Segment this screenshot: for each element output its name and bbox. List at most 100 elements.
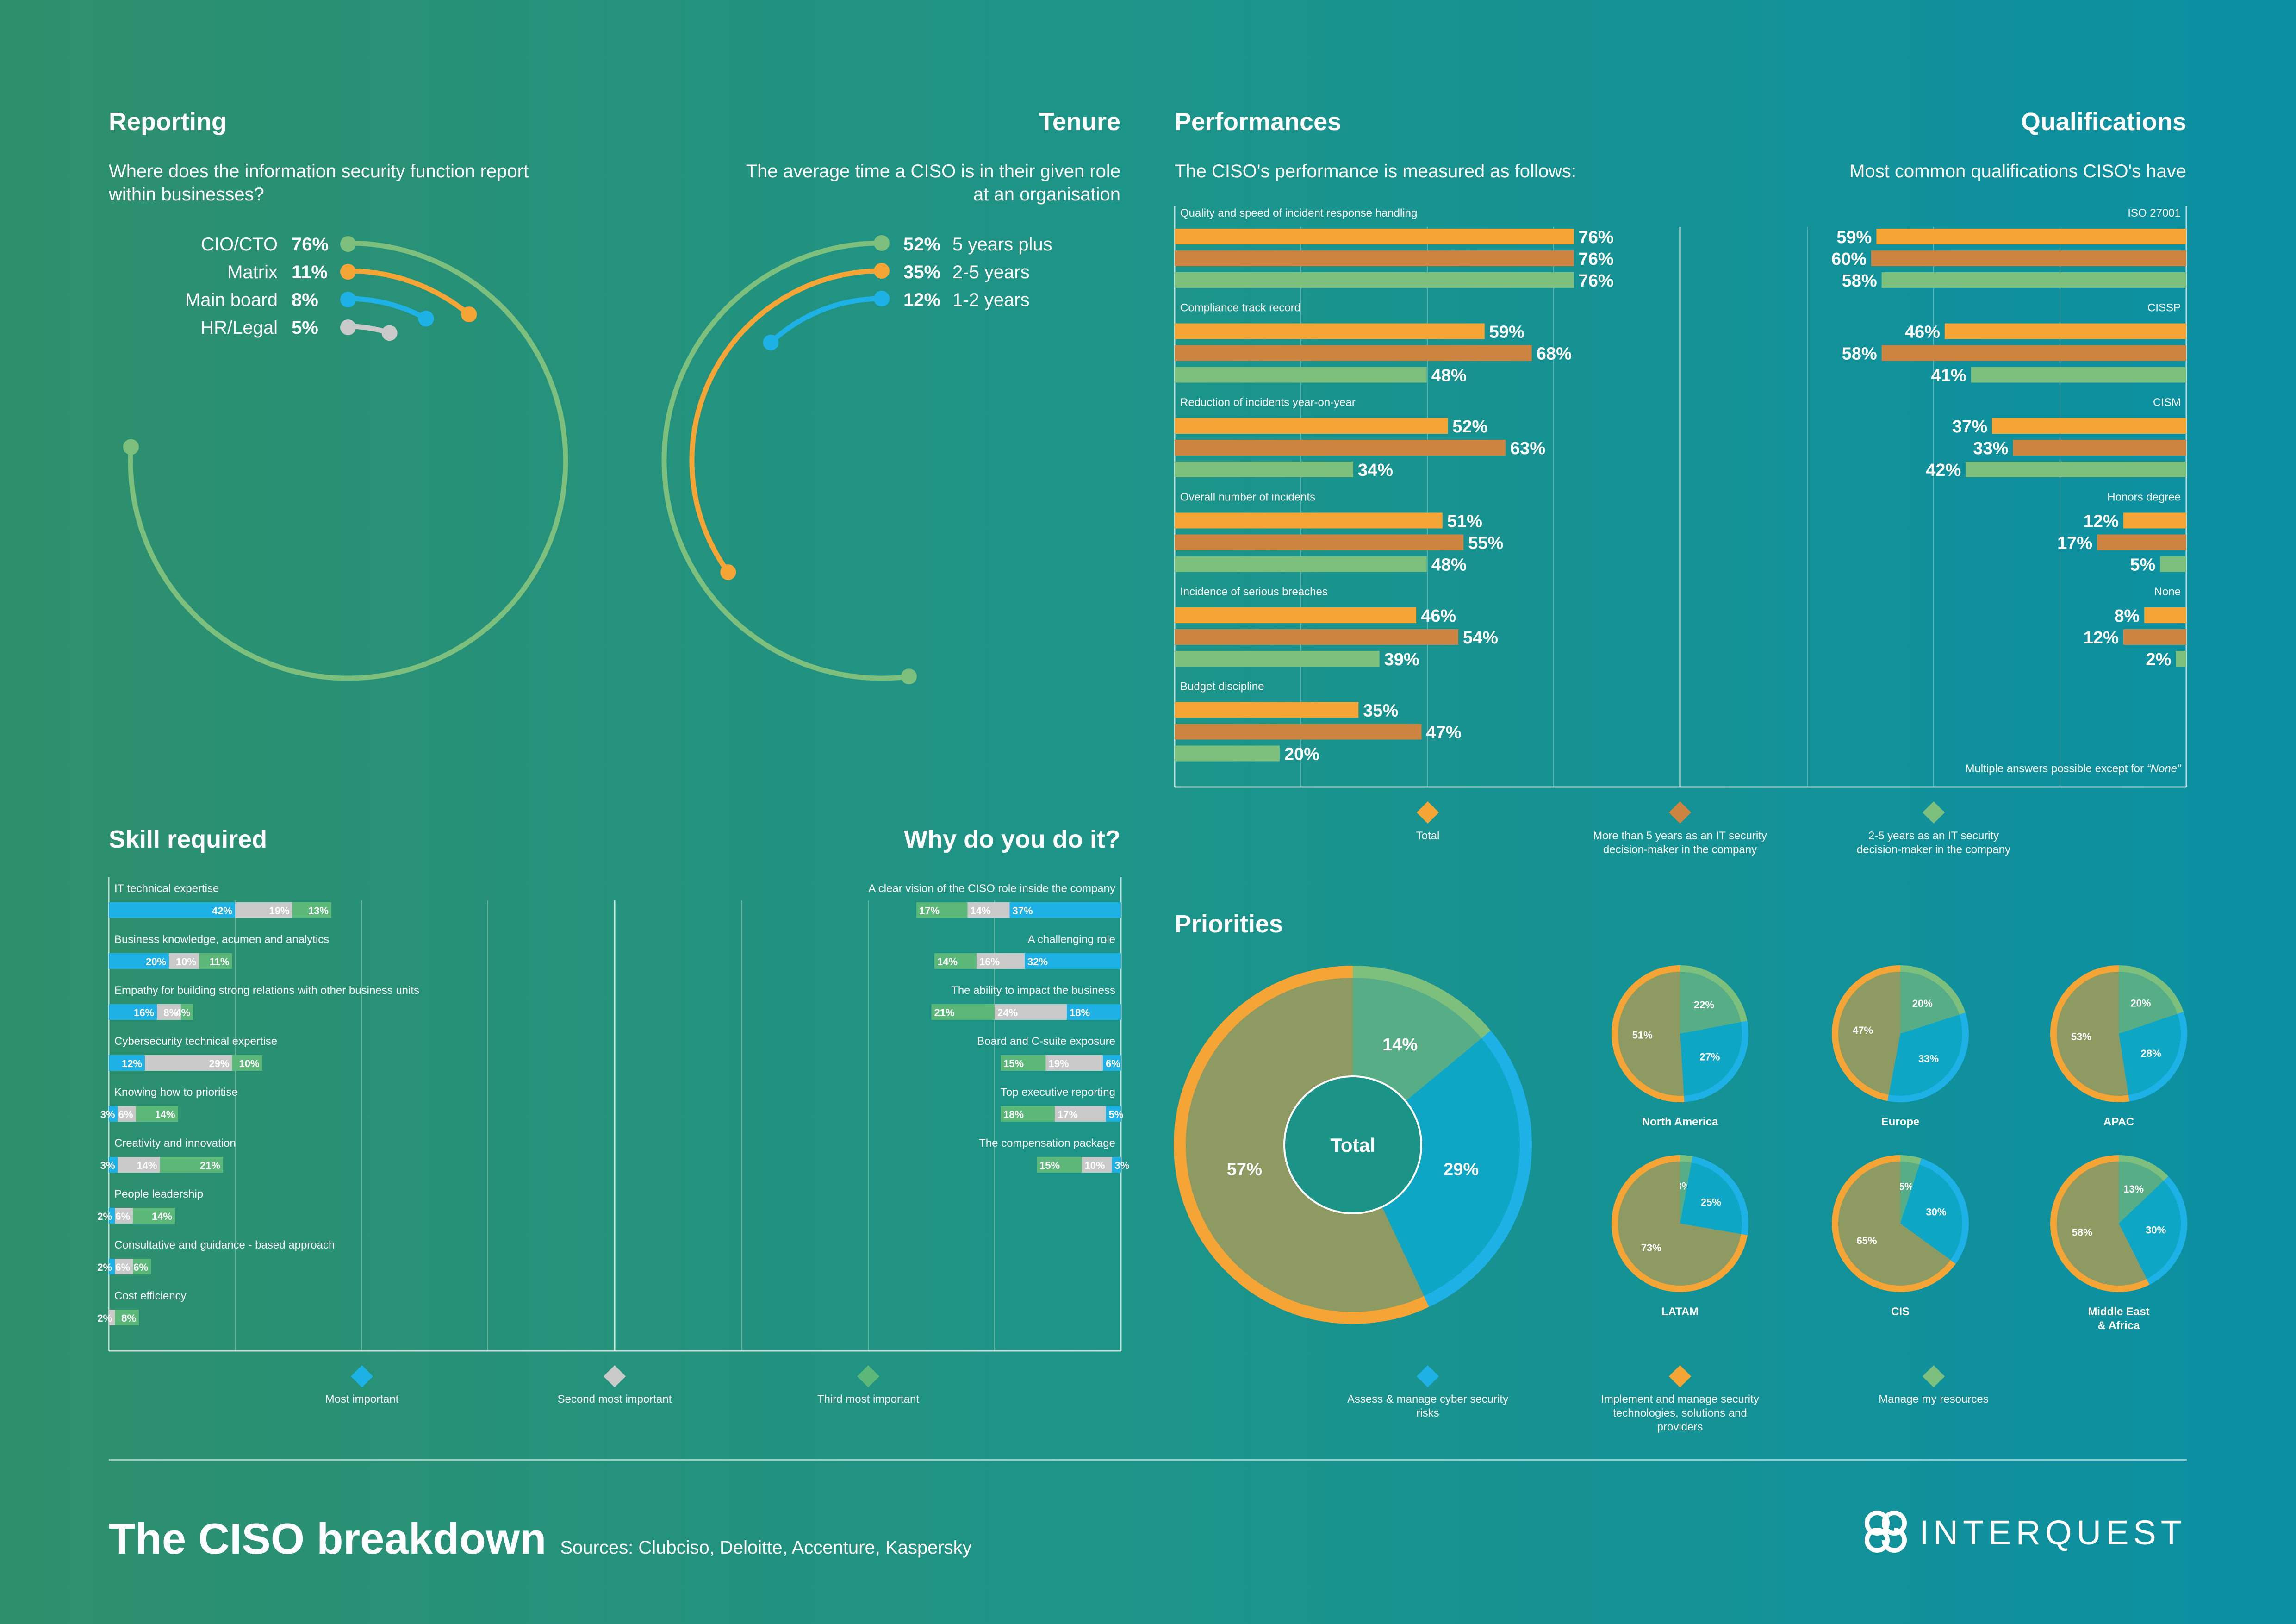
pie-slice	[2057, 972, 2128, 1096]
qual-category-label: Honors degree	[2107, 491, 2181, 504]
pie-region-label: Europe	[1881, 1116, 1920, 1128]
qualifications-subtitle: Most common qualifications CISO's have	[1849, 161, 2186, 181]
reporting-arc-start-dot	[340, 236, 356, 252]
why-bar-segment	[1045, 1055, 1103, 1071]
reporting-arc	[128, 240, 568, 681]
reporting-label: HR/Legal	[200, 318, 278, 338]
interquest-logo-icon	[1865, 1511, 1907, 1553]
skill-segment-value: 6%	[118, 1109, 133, 1120]
skill-segment-value: 12%	[122, 1058, 142, 1069]
priorities-legend-label: Manage my resources	[1879, 1393, 1988, 1405]
why-bar-segment	[995, 1004, 1067, 1020]
perf-legend-label: Total	[1416, 830, 1440, 842]
reporting-label: Main board	[185, 290, 278, 310]
perf-bar-value: 68%	[1537, 344, 1572, 364]
pie-slice-value: 27%	[1699, 1051, 1720, 1063]
qual-bar	[2123, 512, 2186, 529]
skill-bar-segment	[109, 953, 169, 969]
pie-slice	[1680, 1022, 1742, 1096]
pie-slice	[1618, 1162, 1742, 1286]
pie-slice-value: 47%	[1853, 1024, 1873, 1036]
why-segment-value: 5%	[1109, 1109, 1124, 1120]
qual-bar-value: 60%	[1831, 250, 1867, 269]
skill-category-label: Cost efficiency	[114, 1290, 187, 1302]
skill-segment-value: 14%	[152, 1211, 172, 1222]
reporting-arc-start-dot	[340, 292, 356, 307]
reporting-arc-end-dot	[418, 311, 434, 327]
perf-bar-value: 51%	[1447, 512, 1482, 531]
skill-bar-segment	[145, 1055, 232, 1071]
qualifications-title: Qualifications	[2021, 108, 2186, 136]
tenure-label: 5 years plus	[952, 234, 1052, 255]
sources-text: Sources: Clubciso, Deloitte, Accenture, …	[560, 1537, 972, 1558]
perf-bar-value: 48%	[1431, 556, 1467, 575]
perf-bar-value: 54%	[1463, 628, 1498, 648]
perf-bar-value: 20%	[1284, 745, 1319, 764]
priorities-legend-label-line: providers	[1657, 1421, 1703, 1433]
qual-bar-value: 58%	[1842, 344, 1877, 364]
priorities-legend-label-line: technologies, solutions and	[1613, 1407, 1747, 1419]
perf-bar-value: 55%	[1468, 534, 1503, 553]
skill-category-label: Business knowledge, acumen and analytics	[114, 933, 329, 946]
perf-bar	[1175, 418, 1448, 434]
skill-segment-value: 2%	[97, 1262, 112, 1273]
why-bar-segment	[1009, 902, 1121, 918]
perf-category-label: Incidence of serious breaches	[1180, 586, 1328, 598]
qual-bar	[2144, 607, 2186, 623]
perf-legend-label: 2-5 years as an IT security decision-make…	[1857, 830, 2010, 856]
why-category-label: The compensation package	[979, 1137, 1115, 1149]
tenure-arc	[661, 240, 912, 681]
perf-bar	[1175, 367, 1427, 383]
qual-bar	[2160, 556, 2186, 572]
perf-legend-label-line: More than 5 years as an IT security	[1593, 830, 1767, 842]
pie-slice	[2119, 1181, 2181, 1279]
skill-bar-segment	[235, 902, 292, 918]
pie-slice-value: 65%	[1856, 1235, 1877, 1247]
skill-bar-segment	[109, 1157, 118, 1173]
pie-slice-value: 5%	[1899, 1181, 1914, 1192]
skill-category-label: People leadership	[114, 1188, 203, 1200]
why-segment-value: 37%	[1013, 905, 1033, 917]
reporting-arc-start-dot	[340, 264, 356, 280]
priorities-legend-marker	[1668, 1365, 1692, 1388]
reporting-arc	[345, 268, 472, 317]
tenure-subtitle: The average time a CISO is in their give…	[746, 161, 1120, 205]
skill-bar-segment	[109, 1004, 157, 1020]
tenure-arc-start-dot	[874, 263, 890, 279]
skill-segment-value: 29%	[209, 1058, 229, 1069]
why-segment-value: 18%	[1070, 1007, 1090, 1018]
tenure-arc-start-dot	[874, 291, 890, 306]
reporting-value: 11%	[292, 262, 328, 282]
why-segment-value: 3%	[1115, 1160, 1130, 1171]
skill-segment-value: 13%	[308, 905, 329, 917]
pie-slice	[1618, 972, 1684, 1096]
skill-segment-value: 6%	[115, 1262, 130, 1273]
perf-bar-value: 76%	[1579, 250, 1614, 269]
reporting-arc	[345, 296, 429, 321]
pie-slice-value: 51%	[1632, 1029, 1653, 1041]
perf-bar	[1175, 462, 1353, 477]
perf-legend-marker	[1416, 801, 1439, 824]
skill-segment-value: 10%	[176, 956, 196, 968]
skill-category-label: Creativity and innovation	[114, 1137, 236, 1149]
perf-legend-marker	[1922, 801, 1945, 824]
pie-region-label: LATAM	[1661, 1305, 1699, 1318]
perf-bar-value: 35%	[1363, 701, 1398, 721]
priorities-legend-label-line: Assess & manage cyber security	[1347, 1393, 1508, 1405]
qual-bar-value: 8%	[2114, 606, 2140, 626]
pie-slice	[1680, 1162, 1692, 1224]
qual-bar	[2097, 534, 2186, 550]
pie-slice-value: 73%	[1641, 1242, 1661, 1254]
pie-slice-value: 33%	[1918, 1053, 1939, 1065]
perf-category-label: Budget discipline	[1180, 681, 1264, 693]
perf-bar	[1175, 534, 1464, 550]
skill-category-label: Consultative and guidance - based approa…	[114, 1239, 335, 1251]
skill-category-label: Cybersecurity technical expertise	[114, 1035, 277, 1048]
perf-legend-label-line: decision-maker in the company	[1857, 843, 2010, 856]
skill-bar-segment	[118, 1157, 160, 1173]
footer-heading: The CISO breakdown Sources: Clubciso, De…	[109, 1514, 972, 1564]
pie-slice-value: 13%	[2123, 1183, 2144, 1195]
reporting-arc-end-dot	[461, 306, 477, 323]
why-bar-segment	[1001, 1055, 1046, 1071]
pie-slice-value: 57%	[1227, 1160, 1262, 1180]
